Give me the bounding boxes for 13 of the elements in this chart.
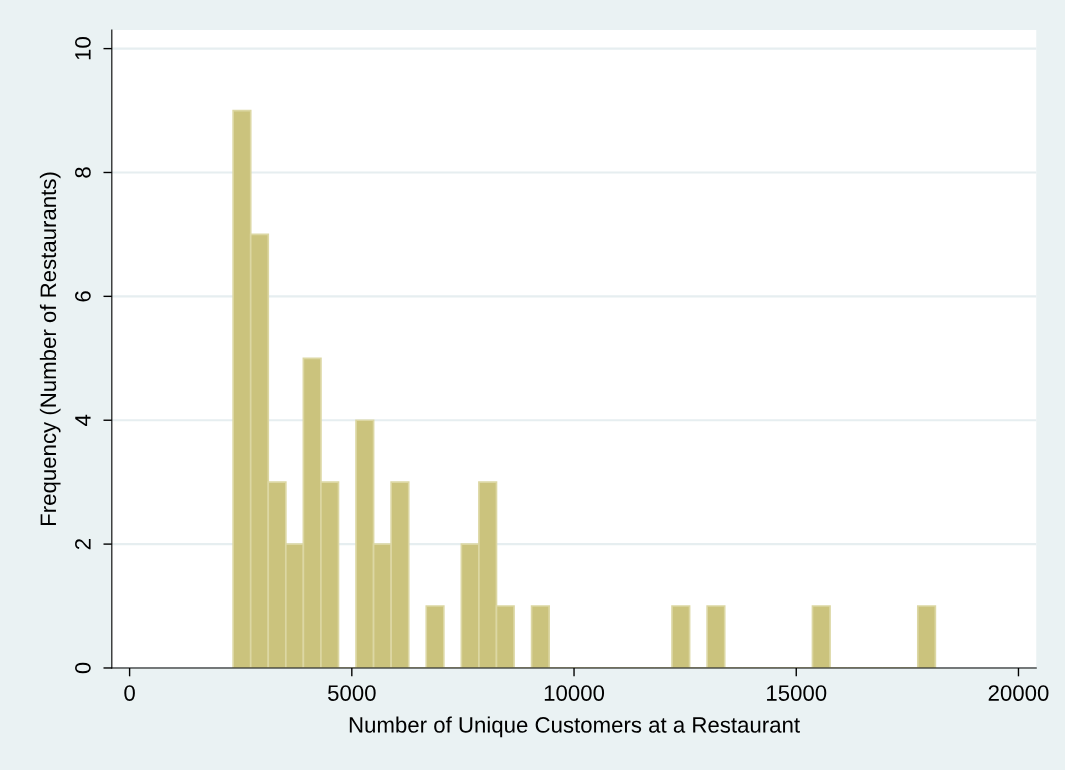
x-axis-title: Number of Unique Customers at a Restaurant	[349, 716, 800, 738]
y-axis-title: Frequency (Number of Restaurants)	[39, 172, 61, 526]
y-tick-label: 10	[75, 37, 91, 60]
y-tick-label: 6	[75, 291, 91, 302]
x-tick-label: 0	[124, 685, 135, 701]
x-tick-label: 10000	[544, 685, 605, 701]
x-tick-label: 5000	[327, 685, 376, 701]
x-tick-label: 15000	[767, 685, 827, 701]
y-tick-label: 2	[75, 539, 91, 550]
y-tick-label: 0	[75, 662, 91, 674]
x-tick-label: 20000	[988, 685, 1049, 701]
y-tick-label: 4	[75, 414, 91, 426]
y-tick-label: 8	[75, 167, 91, 178]
